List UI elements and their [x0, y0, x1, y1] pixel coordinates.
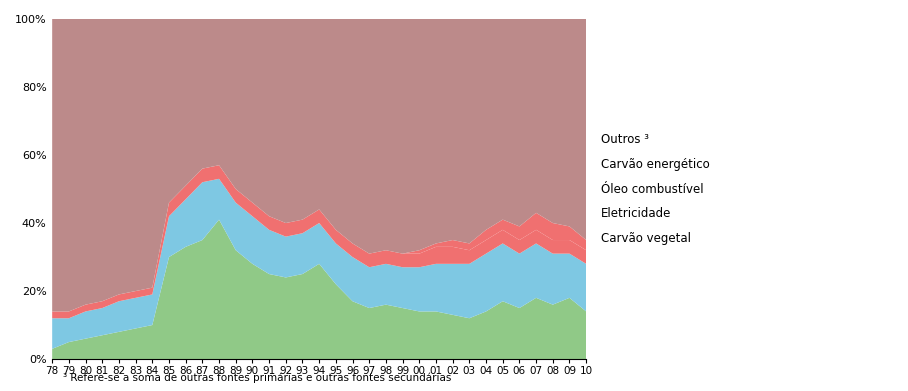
Legend: Outros ³, Carvão energético, Óleo combustível, Eletricidade, Carvão vegetal: Outros ³, Carvão energético, Óleo combus… [597, 133, 710, 245]
Text: ³ Refere-se a soma de outras fontes primárias e outras fontes secundárias: ³ Refere-se a soma de outras fontes prim… [63, 373, 451, 383]
